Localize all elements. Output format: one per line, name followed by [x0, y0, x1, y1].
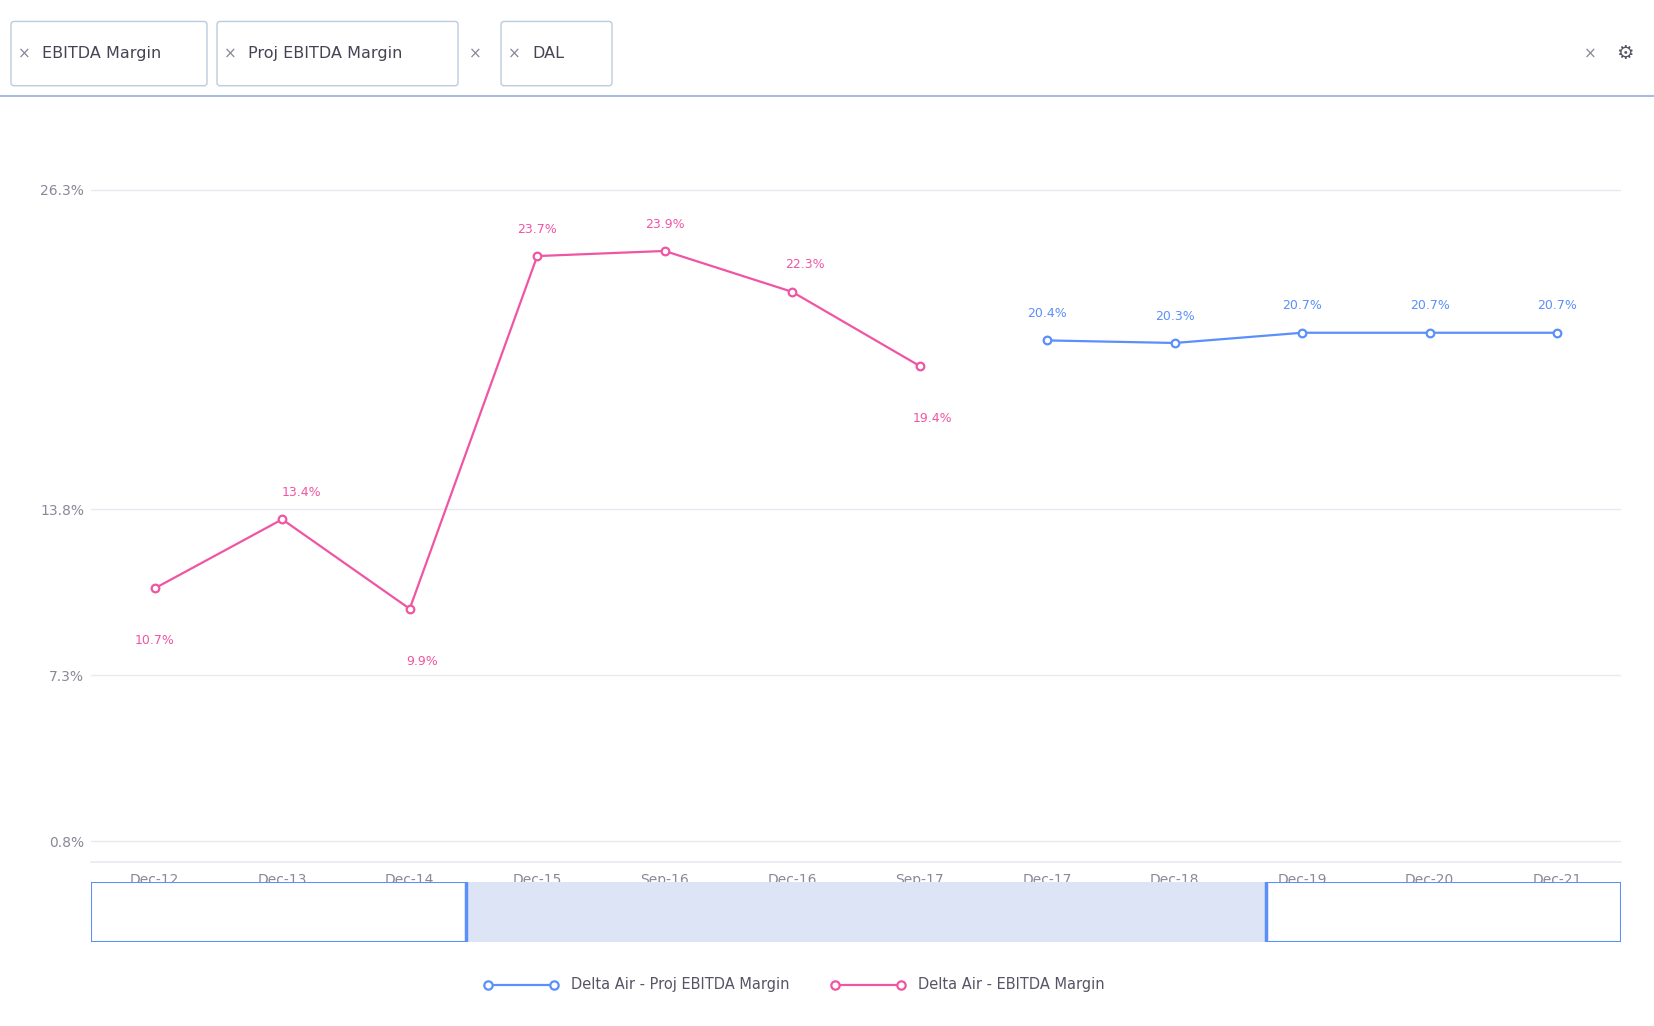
- Text: 20.3%: 20.3%: [1154, 310, 1194, 322]
- Bar: [466, 882, 1265, 942]
- Text: 9.9%: 9.9%: [407, 655, 438, 668]
- Text: 23.7%: 23.7%: [518, 223, 557, 236]
- Text: Delta Air - EBITDA Margin: Delta Air - EBITDA Margin: [918, 978, 1105, 992]
- FancyBboxPatch shape: [217, 22, 458, 86]
- Text: 19.4%: 19.4%: [913, 412, 953, 425]
- Text: 20.4%: 20.4%: [1027, 307, 1067, 320]
- Text: 22.3%: 22.3%: [786, 259, 825, 272]
- Text: Proj EBITDA Margin: Proj EBITDA Margin: [248, 46, 402, 62]
- Text: 20.7%: 20.7%: [1537, 300, 1578, 312]
- Text: Delta Air - Proj EBITDA Margin: Delta Air - Proj EBITDA Margin: [571, 978, 789, 992]
- Text: ⚙: ⚙: [1616, 44, 1634, 64]
- Text: ×: ×: [223, 46, 237, 62]
- Text: ×: ×: [1583, 46, 1596, 62]
- Text: ×: ×: [508, 46, 521, 62]
- Text: DAL: DAL: [533, 46, 564, 62]
- Text: ×: ×: [18, 46, 30, 62]
- Text: 20.7%: 20.7%: [1282, 300, 1322, 312]
- Text: 13.4%: 13.4%: [281, 486, 321, 499]
- Text: EBITDA Margin: EBITDA Margin: [41, 46, 160, 62]
- Text: 23.9%: 23.9%: [645, 218, 685, 231]
- Text: ×: ×: [468, 46, 481, 62]
- Text: 20.7%: 20.7%: [1409, 300, 1449, 312]
- FancyBboxPatch shape: [12, 22, 207, 86]
- FancyBboxPatch shape: [501, 22, 612, 86]
- Text: 10.7%: 10.7%: [134, 634, 175, 647]
